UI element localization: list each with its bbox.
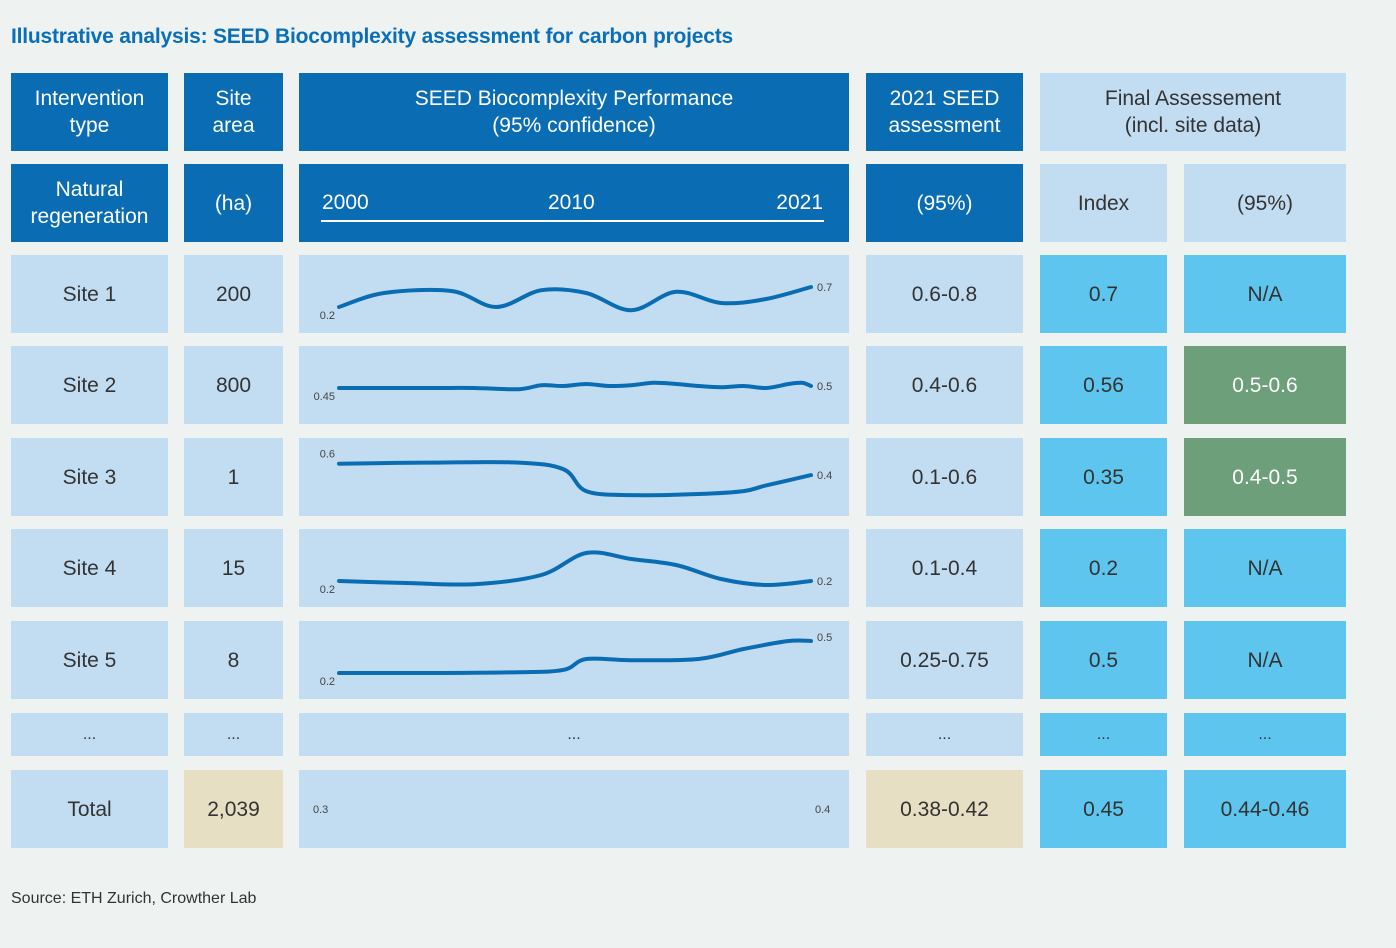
seed-assessment: 0.6-0.8 <box>866 255 1023 333</box>
header-site-line2: area <box>212 114 255 137</box>
header-performance-line2: (95% confidence) <box>492 114 656 137</box>
sparkline-path <box>337 550 813 588</box>
total-range: 0.44-0.46 <box>1184 770 1346 848</box>
sparkline: 0.6 0.4 <box>320 449 832 498</box>
site-name: Site 2 <box>11 346 168 424</box>
header-site-area: Site area <box>184 73 283 151</box>
performance-sparkline-cell: 0.45 0.5 <box>299 346 849 424</box>
year-axis: 2000 2010 2021 <box>321 189 824 222</box>
header-intervention-type: Intervention type <box>11 73 168 151</box>
performance-sparkline-cell: 0.2 0.2 <box>299 529 849 607</box>
final-range: 0.4-0.5 <box>1184 438 1346 516</box>
subheader-ha: (ha) <box>184 164 283 242</box>
final-range: N/A <box>1184 529 1346 607</box>
total-start-label: 0.3 <box>313 804 328 816</box>
header-site-line1: Site <box>215 87 252 110</box>
final-index: 0.35 <box>1040 438 1167 516</box>
page-title: Illustrative analysis: SEED Biocomplexit… <box>11 25 734 48</box>
header-seed-line1: 2021 SEED <box>889 87 1000 110</box>
sparkline-path <box>337 285 813 313</box>
final-index: 0.5 <box>1040 621 1167 699</box>
header-final-assessment: Final Assessement (incl. site data) <box>1040 73 1346 151</box>
header-final-line1: Final Assessement <box>1104 87 1282 110</box>
total-sparkline: 0.3 0.4 <box>313 804 830 816</box>
subheader-natural-regeneration: Natural regeneration <box>11 164 168 242</box>
sparkline: 0.2 0.7 <box>320 282 833 322</box>
sparkline-path <box>337 638 813 676</box>
site-area: 1 <box>184 438 283 516</box>
header-seed-2021: 2021 SEED assessment <box>866 73 1023 151</box>
sparkline: 0.45 0.5 <box>314 380 832 403</box>
performance-sparkline-cell: 0.6 0.4 <box>299 438 849 516</box>
subheader-natural-line2: regeneration <box>30 205 149 228</box>
sparkline-end-label: 0.5 <box>817 632 832 644</box>
header-final-line2: (incl. site data) <box>1124 114 1262 137</box>
header-performance: SEED Biocomplexity Performance (95% conf… <box>299 73 849 151</box>
sparkline-end-label: 0.7 <box>817 282 832 294</box>
sparkline: 0.2 0.2 <box>320 550 832 596</box>
seed-assessment: 0.25-0.75 <box>866 621 1023 699</box>
final-index: 0.7 <box>1040 255 1167 333</box>
sparkline-start-label: 0.45 <box>314 391 335 403</box>
source-note: Source: ETH Zurich, Crowther Lab <box>11 890 257 907</box>
sparkline-start-label: 0.6 <box>320 449 335 461</box>
ellipsis-range: ... <box>1184 713 1346 756</box>
subheader-seed-95: (95%) <box>866 164 1023 242</box>
final-range: N/A <box>1184 621 1346 699</box>
performance-sparkline-cell: 0.2 0.5 <box>299 621 849 699</box>
sparkline: 0.2 0.5 <box>320 632 833 688</box>
final-index: 0.2 <box>1040 529 1167 607</box>
subheader-natural-line1: Natural <box>55 178 124 201</box>
ellipsis-seed: ... <box>866 713 1023 756</box>
total-label: Total <box>11 770 168 848</box>
ellipsis-area: ... <box>184 713 283 756</box>
sparkline-start-label: 0.2 <box>320 676 335 688</box>
site-name: Site 3 <box>11 438 168 516</box>
ellipsis-site: ... <box>11 713 168 756</box>
year-tick-2000: 2000 <box>322 191 369 214</box>
total-performance: 0.3 0.4 <box>299 770 849 848</box>
total-seed: 0.38-0.42 <box>866 770 1023 848</box>
header-performance-line1: SEED Biocomplexity Performance <box>414 87 734 110</box>
final-range: N/A <box>1184 255 1346 333</box>
seed-assessment: 0.1-0.4 <box>866 529 1023 607</box>
sparkline-end-label: 0.5 <box>817 381 832 393</box>
header-seed-line2: assessment <box>888 114 1001 137</box>
total-index: 0.45 <box>1040 770 1167 848</box>
sparkline-start-label: 0.2 <box>320 310 335 322</box>
site-area: 800 <box>184 346 283 424</box>
year-tick-2021: 2021 <box>776 191 823 214</box>
site-area: 200 <box>184 255 283 333</box>
subheader-range-95: (95%) <box>1184 164 1346 242</box>
total-area: 2,039 <box>184 770 283 848</box>
final-range: 0.5-0.6 <box>1184 346 1346 424</box>
site-area: 15 <box>184 529 283 607</box>
site-area: 8 <box>184 621 283 699</box>
final-index: 0.56 <box>1040 346 1167 424</box>
sparkline-path <box>337 380 813 392</box>
year-tick-2010: 2010 <box>548 191 595 214</box>
site-name: Site 4 <box>11 529 168 607</box>
site-name: Site 5 <box>11 621 168 699</box>
seed-assessment: 0.4-0.6 <box>866 346 1023 424</box>
seed-assessment: 0.1-0.6 <box>866 438 1023 516</box>
header-intervention-line2: type <box>69 114 110 137</box>
site-name: Site 1 <box>11 255 168 333</box>
sparkline-path <box>337 460 813 498</box>
header-intervention-line1: Intervention <box>34 87 145 110</box>
subheader-years-axis: 2000 2010 2021 <box>299 164 849 242</box>
ellipsis-performance: ... <box>299 713 849 756</box>
sparkline-end-label: 0.2 <box>817 576 832 588</box>
total-end-label: 0.4 <box>815 804 830 816</box>
sparkline-start-label: 0.2 <box>320 584 335 596</box>
ellipsis-index: ... <box>1040 713 1167 756</box>
performance-sparkline-cell: 0.2 0.7 <box>299 255 849 333</box>
sparkline-end-label: 0.4 <box>817 470 832 482</box>
subheader-index: Index <box>1040 164 1167 242</box>
